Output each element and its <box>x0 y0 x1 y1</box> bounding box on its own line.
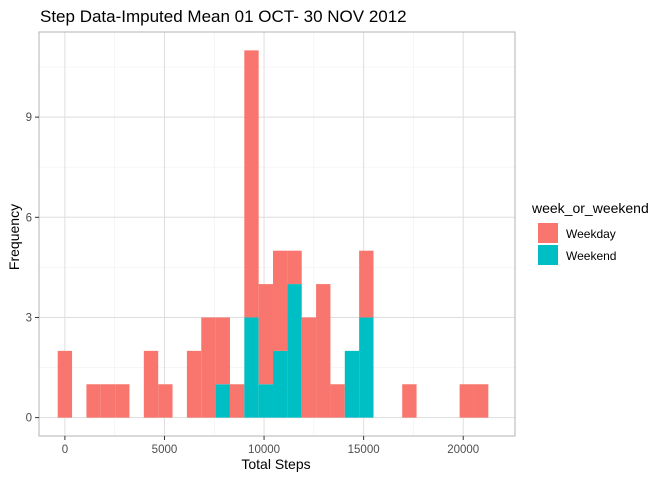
bar-weekend <box>344 350 360 418</box>
bar-weekday <box>359 250 374 318</box>
y-tick-label: 3 <box>26 312 32 324</box>
bar-weekday <box>229 384 245 418</box>
bar-weekend <box>359 317 374 418</box>
y-tick-label: 9 <box>26 112 32 124</box>
bar-weekday <box>57 350 73 418</box>
legend-label-weekend: Weekend <box>566 249 616 263</box>
legend-key-weekday <box>538 223 558 243</box>
bar-weekday <box>86 384 101 418</box>
x-axis: 0 5000 10000 15000 20000 <box>62 436 479 456</box>
x-tick-label: 10000 <box>248 444 280 456</box>
minor-gridlines <box>39 32 515 436</box>
bar-weekend <box>215 384 230 418</box>
x-axis-title: Total Steps <box>241 456 310 472</box>
bar-weekday <box>301 317 317 418</box>
x-tick-label: 5000 <box>152 444 178 456</box>
plot-panel-border <box>38 31 516 437</box>
bar-weekend <box>244 317 259 418</box>
y-tick-label: 6 <box>26 212 32 224</box>
bar-weekday <box>473 384 489 418</box>
legend-label-weekday: Weekday <box>566 227 616 241</box>
bar-weekday <box>258 284 274 385</box>
bar-weekday <box>158 384 173 418</box>
bar-weekend <box>273 350 288 418</box>
plot-area <box>38 31 516 437</box>
bar-weekend <box>258 384 274 418</box>
bar-weekday <box>215 317 230 385</box>
legend: week_or_weekend Weekday Weekend <box>531 200 649 265</box>
bar-weekday <box>143 350 159 418</box>
bar-weekday <box>115 384 130 418</box>
y-axis: 0 3 6 9 <box>26 112 39 425</box>
bar-weekday <box>100 384 116 418</box>
y-axis-title: Frequency <box>6 204 22 270</box>
y-tick-label: 0 <box>26 413 32 425</box>
bar-weekday <box>273 250 288 351</box>
legend-title: week_or_weekend <box>531 200 649 216</box>
bars-layer <box>57 50 489 418</box>
bar-weekday <box>402 384 417 418</box>
x-tick-label: 20000 <box>447 444 479 456</box>
chart-title: Step Data-Imputed Mean 01 OCT- 30 NOV 20… <box>40 7 407 26</box>
x-tick-label: 15000 <box>348 444 380 456</box>
x-tick-label: 0 <box>62 444 68 456</box>
bar-weekday <box>287 250 302 285</box>
bar-weekday <box>459 384 474 418</box>
bar-weekday <box>186 350 202 418</box>
bar-weekend <box>287 284 302 418</box>
bar-weekday <box>330 384 345 418</box>
bar-weekday <box>201 317 216 418</box>
bar-weekday <box>316 284 331 418</box>
legend-key-weekend <box>538 245 558 265</box>
bar-weekday <box>244 50 259 318</box>
